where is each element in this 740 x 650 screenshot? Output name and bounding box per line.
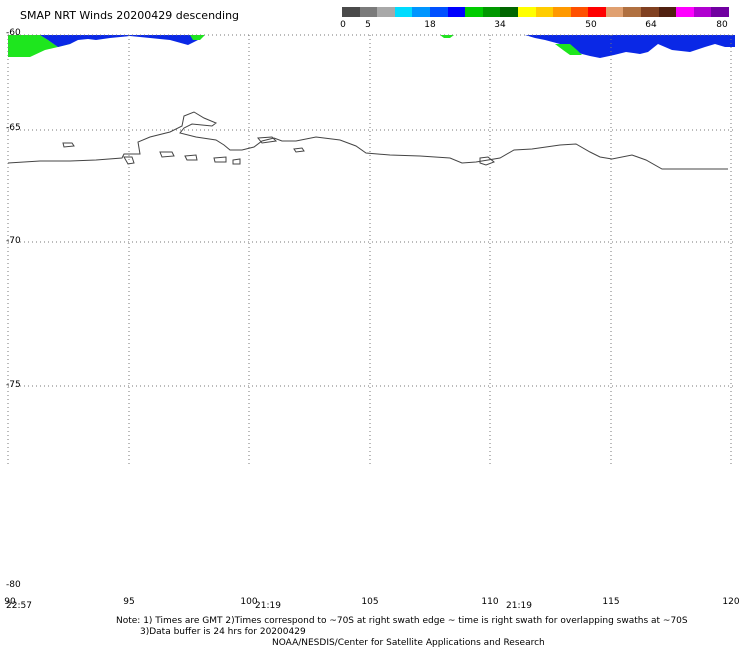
wind-swath-green xyxy=(440,35,454,38)
colorbar-segment xyxy=(377,7,396,17)
lat-lon-grid xyxy=(7,34,735,465)
lat-label-65: -65 xyxy=(6,123,21,133)
coastline-island xyxy=(184,154,198,161)
colorbar-segment xyxy=(676,7,695,17)
lon-label-100: 100 xyxy=(240,597,258,607)
wind-swath-blue xyxy=(40,35,205,47)
colorbar-segment xyxy=(517,7,536,17)
footer-note: 3)Data buffer is 24 hrs for 20200429 xyxy=(140,627,306,637)
coastline-island xyxy=(123,156,135,165)
wind-swath-green xyxy=(555,44,582,55)
lon-label-105: 105 xyxy=(361,597,379,607)
lat-label-70: -70 xyxy=(6,236,21,246)
colorbar-segment xyxy=(500,7,519,17)
colorbar-segment xyxy=(394,7,413,17)
colorbar-tick-label: 18 xyxy=(424,20,436,30)
lon-label-110: 110 xyxy=(481,597,499,607)
colorbar-segment xyxy=(623,7,642,17)
colorbar-segment xyxy=(429,7,449,17)
wind-swaths xyxy=(8,35,735,58)
footer-credit: NOAA/NESDIS/Center for Satellite Applica… xyxy=(272,638,545,648)
colorbar-tick-label: 5 xyxy=(365,20,371,30)
lon-label-115: 115 xyxy=(602,597,620,607)
colorbar-segment xyxy=(482,7,501,17)
colorbar-tick-label: 64 xyxy=(645,20,657,30)
coastline-island xyxy=(62,142,75,148)
lon-label-90: 90 xyxy=(4,597,16,607)
colorbar-segment xyxy=(359,7,378,17)
wind-swath-green xyxy=(8,35,58,57)
colorbar-tick-label: 34 xyxy=(494,20,506,30)
lon-label-120: 120 xyxy=(722,597,740,607)
lat-label-60: -60 xyxy=(6,28,21,38)
colorbar-segment xyxy=(553,7,572,17)
colorbar-segment xyxy=(658,7,677,17)
colorbar-tick-label: 80 xyxy=(716,20,728,30)
swath-time-label: 22:57 xyxy=(6,601,32,611)
coastline xyxy=(7,111,728,170)
coastline-island xyxy=(257,136,278,144)
colorbar-segment xyxy=(693,7,712,17)
colorbar-tick-label: 50 xyxy=(585,20,597,30)
coastline-island xyxy=(232,158,241,165)
colorbar-segment xyxy=(605,7,624,17)
wind-swath-blue xyxy=(525,35,735,58)
antarctic-coastline xyxy=(7,111,728,170)
colorbar-segment xyxy=(641,7,660,17)
coastline-island xyxy=(213,156,227,163)
colorbar-segment xyxy=(570,7,589,17)
colorbar-segment xyxy=(447,7,466,17)
swath-time-label: 21:19 xyxy=(506,601,532,611)
lon-label-95: 95 xyxy=(123,597,135,607)
colorbar-segment xyxy=(412,7,431,17)
colorbar-segment xyxy=(535,7,554,17)
lat-label-80: -80 xyxy=(6,580,21,590)
map-title: SMAP NRT Winds 20200429 descending xyxy=(20,9,240,22)
footer-note: Note: 1) Times are GMT 2)Times correspon… xyxy=(116,616,688,626)
colorbar-tick-label: 0 xyxy=(340,20,346,30)
lat-label-75: -75 xyxy=(6,380,21,390)
coastline-island xyxy=(293,147,305,153)
colorbar-segment xyxy=(588,7,607,17)
colorbar-segment xyxy=(711,7,730,17)
wind-swath-green xyxy=(190,35,205,40)
swath-time-label: 21:19 xyxy=(255,601,281,611)
coastline-island xyxy=(479,156,495,166)
colorbar-segment xyxy=(342,7,361,17)
coastline-island xyxy=(159,151,175,158)
colorbar-segment xyxy=(465,7,484,17)
